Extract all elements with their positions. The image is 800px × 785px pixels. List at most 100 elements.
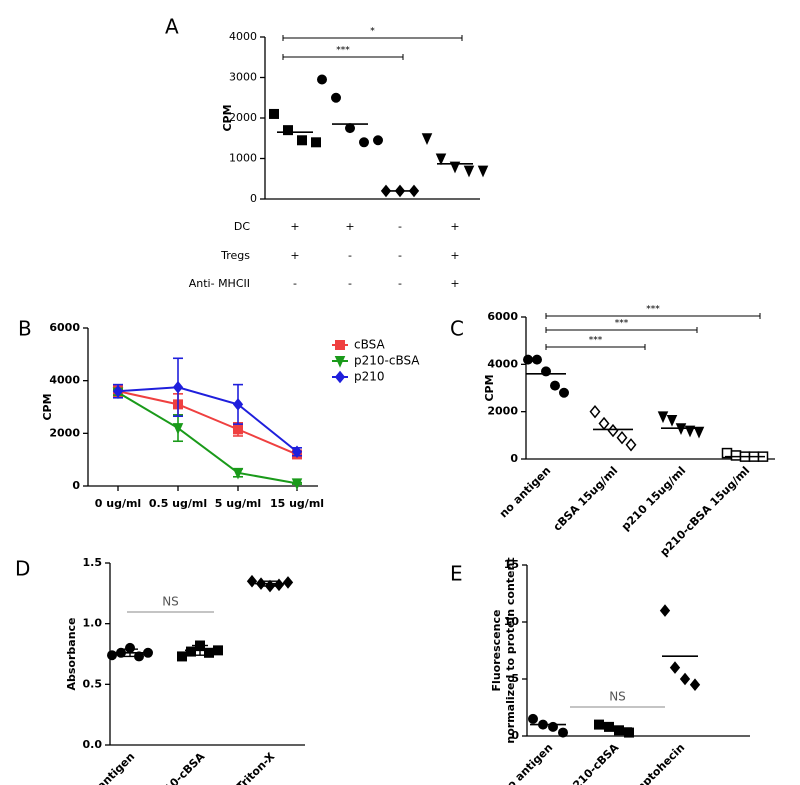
panel-letter: E (450, 562, 463, 586)
x-tick-label: Camptohecin (621, 741, 688, 785)
significance-label: *** (615, 319, 629, 329)
x-tick-label: no antigen (499, 741, 555, 785)
row-cell: + (290, 249, 299, 262)
y-axis-label: normalized to protein content (504, 557, 517, 743)
x-tick-label: no antigen (81, 750, 137, 785)
data-point (532, 354, 542, 365)
data-point (607, 423, 619, 438)
data-point (107, 650, 117, 661)
data-point (232, 398, 244, 411)
row-label: DC (234, 220, 250, 233)
y-axis-label: CPM (41, 393, 54, 420)
data-point (463, 165, 475, 178)
y-tick-label: 4000 (487, 357, 518, 370)
panel-letter: B (18, 317, 32, 341)
data-point (559, 387, 569, 398)
data-point (435, 153, 447, 166)
data-point (345, 123, 355, 134)
data-point (659, 604, 671, 617)
data-point (558, 727, 568, 738)
data-point (373, 135, 383, 146)
row-label: Anti- MHCII (189, 277, 250, 290)
data-point (594, 719, 604, 730)
data-point (334, 356, 346, 368)
data-point (186, 646, 196, 657)
data-point (311, 137, 321, 148)
row-cell: - (398, 220, 402, 233)
data-point (679, 672, 691, 686)
panel-letter: A (165, 15, 179, 39)
series-line (117, 390, 298, 456)
data-point (291, 445, 303, 459)
data-point (548, 721, 558, 732)
y-axis-label: CPM (483, 374, 496, 401)
x-tick-label: no antigen (497, 464, 553, 520)
data-point (477, 165, 489, 178)
row-cell: + (450, 249, 459, 262)
series-line (117, 386, 298, 453)
data-point (334, 370, 346, 384)
significance-label: * (370, 27, 375, 37)
x-tick-label: p210-cBSA (151, 750, 208, 785)
x-tick-label: cBSA 15ug/ml (551, 464, 621, 534)
data-point (331, 92, 341, 103)
row-cell: + (345, 220, 354, 233)
x-tick-label: 0 ug/ml (95, 497, 141, 510)
data-point (604, 721, 614, 732)
panel-letter: C (450, 317, 464, 341)
data-point (232, 467, 244, 480)
data-point (598, 416, 610, 431)
data-point (730, 450, 742, 461)
y-tick-label: 15 (504, 558, 519, 571)
row-cell: - (348, 249, 352, 262)
legend-label: p210-cBSA (354, 354, 420, 368)
y-tick-label: 10 (504, 615, 520, 628)
data-point (297, 135, 307, 146)
legend-label: p210 (354, 370, 385, 384)
legend-label: cBSA (354, 338, 385, 352)
data-point (689, 678, 701, 691)
series-line (117, 391, 298, 485)
data-point (666, 414, 678, 427)
y-tick-label: 0 (510, 452, 518, 465)
data-point (624, 727, 634, 738)
y-tick-label: 0 (250, 192, 257, 205)
row-cell: - (293, 277, 297, 290)
y-tick-label: 5 (511, 672, 519, 685)
data-point (614, 725, 624, 736)
data-point (669, 661, 681, 674)
data-point (421, 133, 433, 145)
row-cell: + (290, 220, 299, 233)
y-tick-label: 3000 (229, 71, 257, 84)
y-tick-label: 1.0 (83, 617, 103, 630)
x-tick-label: Triton-X (234, 750, 278, 785)
data-point (283, 125, 293, 136)
x-tick-label: 0.5 ug/ml (149, 497, 207, 510)
data-point (172, 423, 184, 435)
significance-label: NS (609, 690, 626, 704)
data-point (657, 411, 669, 424)
data-point (625, 438, 637, 452)
y-tick-label: 2000 (229, 111, 257, 124)
y-axis-label: Fluorescence (490, 610, 503, 692)
y-tick-label: 0 (72, 479, 80, 492)
data-point (112, 384, 124, 398)
data-point (177, 651, 187, 662)
data-point (282, 576, 294, 589)
data-point (550, 380, 560, 391)
significance-label: *** (646, 305, 660, 315)
data-point (359, 137, 369, 148)
data-point (693, 426, 705, 439)
data-point (172, 380, 184, 394)
x-tick-label: p210 15ug/ml (619, 464, 688, 533)
y-tick-label: 0 (511, 729, 519, 742)
x-tick-label: 15 ug/ml (270, 497, 324, 510)
panel-letter: D (15, 557, 30, 581)
data-point (317, 74, 327, 85)
y-tick-label: 4000 (49, 374, 80, 387)
data-point (589, 404, 601, 419)
y-tick-label: 6000 (487, 310, 518, 323)
y-tick-label: 1.5 (83, 556, 103, 569)
